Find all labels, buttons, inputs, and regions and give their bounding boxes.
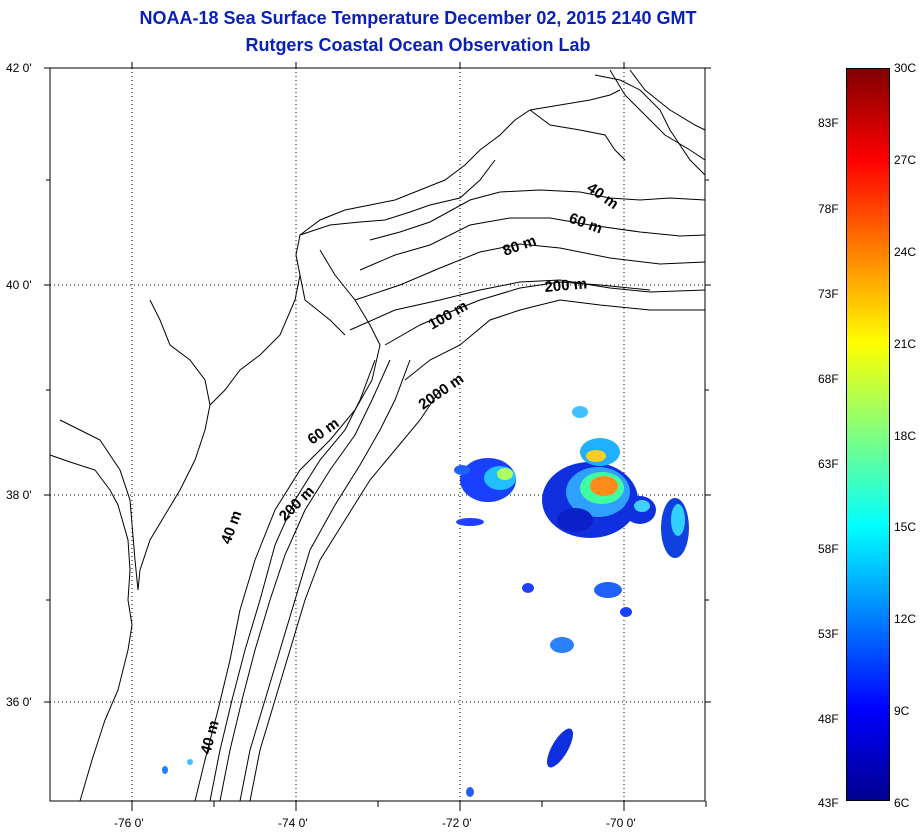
colorbar-fahrenheit-label: 48F xyxy=(818,712,839,726)
sst-patch-south xyxy=(162,582,632,797)
colorbar-celsius-label: 27C xyxy=(894,153,917,167)
colorbar-fahrenheit-label: 53F xyxy=(818,627,839,641)
lat-label: 38 0' xyxy=(6,488,32,502)
colorbar-fahrenheit-label: 43F xyxy=(818,796,839,810)
colorbar-celsius-label: 12C xyxy=(894,612,917,626)
colorbar-fahrenheit-label: 68F xyxy=(818,372,839,386)
isobath-label: 200 m xyxy=(544,275,588,296)
colorbar-celsius-label: 6C xyxy=(894,796,910,810)
lon-label: -76 0' xyxy=(114,816,144,830)
isobath-label: 40 m xyxy=(218,508,246,546)
isobath-label: 200 m xyxy=(276,483,318,525)
axis-ticks xyxy=(44,62,711,811)
colorbar-fahrenheit-label: 58F xyxy=(818,542,839,556)
lon-label: -72 0' xyxy=(442,816,472,830)
isobath-label: 40 m xyxy=(197,719,222,756)
colorbar-celsius-label: 21C xyxy=(894,337,917,351)
lon-label: -70 0' xyxy=(606,816,636,830)
colorbar-fahrenheit-label: 83F xyxy=(818,116,839,130)
colorbar-fahrenheit-label: 78F xyxy=(818,202,839,216)
lat-label: 42 0' xyxy=(6,61,32,75)
isobath-label: 2000 m xyxy=(416,370,467,413)
temperature-colorbar xyxy=(846,68,890,801)
sst-patches xyxy=(162,406,689,797)
isobath-labels: 40 m 60 m 80 m 200 m 100 m 2000 m 60 m 2… xyxy=(197,179,621,756)
colorbar-fahrenheit-label: 63F xyxy=(818,457,839,471)
coastline xyxy=(49,69,706,802)
isobaths xyxy=(209,189,706,802)
map-subtitle: Rutgers Coastal Ocean Observation Lab xyxy=(245,35,591,55)
isobath-label: 40 m xyxy=(584,179,622,213)
isobath-label: 80 m xyxy=(501,232,539,260)
isobath-label: 60 m xyxy=(567,210,605,238)
colorbar-fahrenheit-label: 73F xyxy=(818,287,839,301)
colorbar-celsius-label: 30C xyxy=(894,61,917,75)
lat-label: 40 0' xyxy=(6,278,32,292)
lat-label: 36 0' xyxy=(6,695,32,709)
colorbar-celsius-label: 24C xyxy=(894,245,917,259)
sst-patch-central xyxy=(542,406,656,538)
map-title: NOAA-18 Sea Surface Temperature December… xyxy=(139,8,697,28)
colorbar-celsius-label: 15C xyxy=(894,520,917,534)
isobath-label: 100 m xyxy=(426,297,471,333)
isobath-label: 60 m xyxy=(305,415,343,449)
sst-patch-east xyxy=(661,498,689,558)
lon-label: -74 0' xyxy=(278,816,308,830)
colorbar-celsius-label: 18C xyxy=(894,429,917,443)
colorbar-celsius-label: 9C xyxy=(894,704,910,718)
sst-patch-west xyxy=(454,458,516,526)
